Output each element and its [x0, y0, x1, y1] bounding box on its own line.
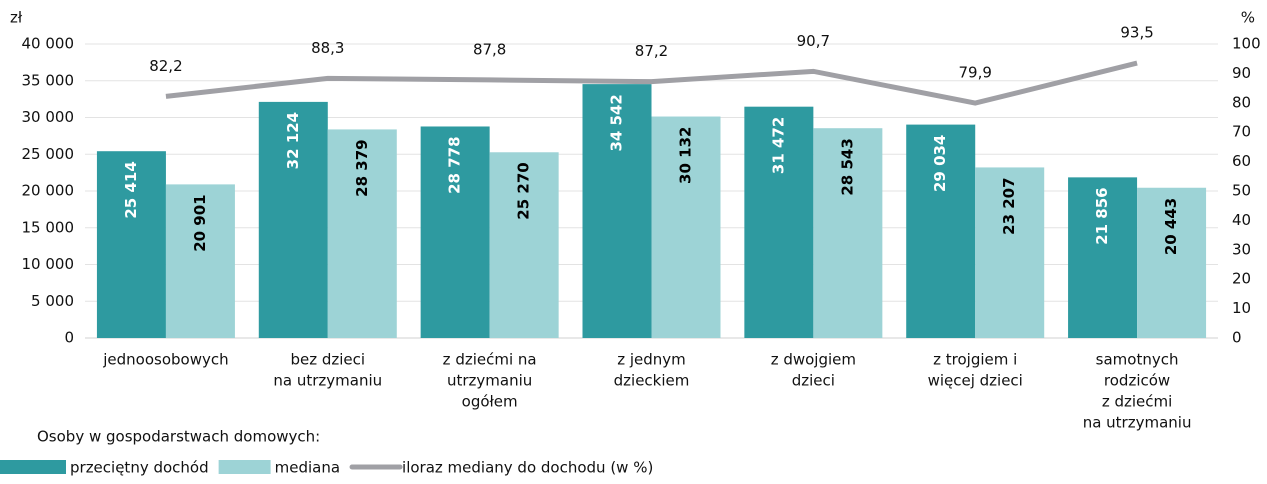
- legend-label: iloraz mediany do dochodu (w %): [402, 459, 653, 477]
- bar-value-label: 25 414: [122, 161, 140, 218]
- y-tick-label: 15 000: [22, 218, 75, 236]
- bar: [96, 151, 166, 338]
- line-value-label: 93,5: [1120, 24, 1153, 42]
- bar-value-label: 29 034: [931, 135, 949, 192]
- x-tick-label: rodziców: [1104, 372, 1170, 390]
- x-tick-label: z dziećmi na: [443, 351, 537, 369]
- line-value-label: 79,9: [959, 64, 992, 82]
- x-tick-label: z trojgiem i: [933, 351, 1017, 369]
- legend-label: mediana: [275, 459, 340, 477]
- bar: [1068, 177, 1138, 338]
- x-tick-label: samotnych: [1096, 351, 1179, 369]
- line-value-label: 90,7: [797, 32, 830, 50]
- y2-tick-label: 70: [1232, 123, 1251, 141]
- bar: [651, 116, 721, 338]
- y-axis-unit: zł: [10, 9, 23, 27]
- x-tick-label: na utrzymaniu: [1083, 414, 1192, 432]
- bar: [975, 167, 1045, 338]
- y2-tick-label: 50: [1232, 182, 1251, 200]
- y-tick-label: 35 000: [22, 71, 75, 89]
- x-tick-label: dzieci: [792, 372, 835, 390]
- x-tick-label: dzieckiem: [614, 372, 690, 390]
- y-tick-label: 30 000: [22, 108, 75, 126]
- bar-value-label: 21 856: [1093, 187, 1111, 244]
- legend-swatch: [0, 460, 66, 474]
- y2-tick-label: 100: [1232, 35, 1261, 53]
- y2-tick-label: 80: [1232, 93, 1251, 111]
- legend-swatch: [218, 460, 271, 474]
- bar-value-label: 25 270: [515, 162, 533, 219]
- bar-value-label: 28 379: [353, 139, 371, 196]
- bar: [582, 84, 652, 338]
- y-tick-label: 20 000: [22, 182, 75, 200]
- line: [165, 60, 1138, 106]
- x-tick-label: ogółem: [462, 393, 518, 411]
- legend-label: przeciętny dochód: [70, 459, 209, 477]
- bar-value-label: 34 542: [608, 94, 626, 151]
- y2-tick-label: 30: [1232, 240, 1251, 258]
- bar: [813, 128, 883, 338]
- bar: [744, 106, 814, 338]
- y2-tick-label: 60: [1232, 152, 1251, 170]
- bar-value-label: 23 207: [1000, 177, 1018, 234]
- x-tick-label: z jednym: [617, 351, 686, 369]
- bar: [489, 152, 559, 338]
- y-tick-label: 25 000: [22, 145, 75, 163]
- x-tick-label: bez dzieci: [290, 351, 365, 369]
- x-tick-label: jednoosobowych: [102, 351, 228, 369]
- y2-tick-label: 90: [1232, 64, 1251, 82]
- y2-tick-label: 40: [1232, 211, 1251, 229]
- bar-value-label: 28 778: [446, 136, 464, 193]
- x-tick-label: utrzymaniu: [447, 372, 532, 390]
- x-tick-label: na utrzymaniu: [273, 372, 382, 390]
- y2-tick-label: 20: [1232, 270, 1251, 288]
- x-tick-label: więcej dzieci: [928, 372, 1023, 390]
- bar: [327, 129, 397, 338]
- bar: [165, 184, 235, 338]
- line-value-label: 88,3: [311, 39, 344, 57]
- y2-tick-label: 0: [1232, 329, 1242, 347]
- y-tick-label: 10 000: [22, 255, 75, 273]
- x-tick-label: z dwojgiem: [771, 351, 856, 369]
- y2-tick-label: 10: [1232, 299, 1251, 317]
- x-tick-label: z dziećmi: [1102, 393, 1172, 411]
- y-tick-label: 0: [64, 329, 74, 347]
- line-value-label: 87,8: [473, 40, 506, 58]
- bar: [1137, 187, 1207, 338]
- line-value-label: 82,2: [149, 57, 182, 75]
- bar-value-label: 20 443: [1162, 198, 1180, 255]
- legend-title: Osoby w gospodarstwach domowych:: [37, 428, 320, 446]
- line-value-label: 87,2: [635, 42, 668, 60]
- bar: [258, 101, 328, 338]
- y2-axis-unit: %: [1241, 9, 1255, 27]
- bar-value-label: 20 901: [191, 194, 209, 251]
- bar-value-label: 28 543: [838, 138, 856, 195]
- bar: [906, 124, 976, 338]
- bar-value-label: 30 132: [677, 127, 695, 184]
- bar: [420, 126, 490, 339]
- bar-value-label: 31 472: [769, 117, 787, 174]
- y-tick-label: 5 000: [31, 292, 74, 310]
- bar-value-label: 32 124: [284, 112, 302, 169]
- y-tick-label: 40 000: [22, 35, 75, 53]
